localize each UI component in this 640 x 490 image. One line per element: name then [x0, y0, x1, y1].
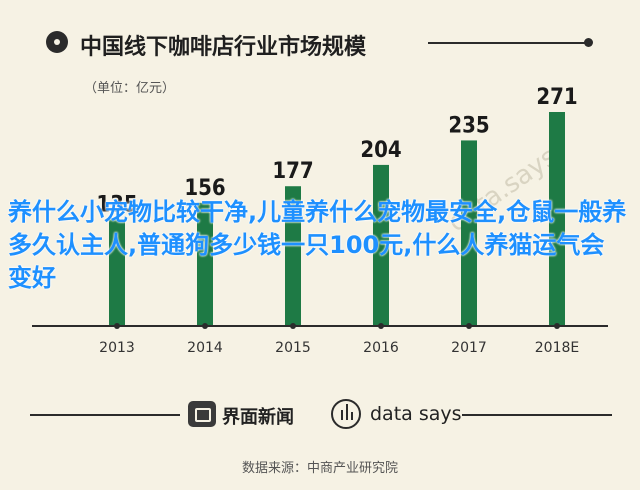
x-tick-label: 2013: [99, 340, 135, 356]
bar-value-label: 156: [184, 176, 225, 201]
chart-title: 中国线下咖啡店行业市场规模: [80, 35, 367, 60]
x-tick-label: 2016: [363, 340, 399, 356]
bar-value-label: 135: [96, 192, 137, 217]
x-tick-label: 2017: [451, 340, 487, 356]
x-tick-dot: [378, 323, 384, 329]
x-tick-dot: [290, 323, 296, 329]
x-tick-label: 2014: [187, 340, 223, 356]
overlay-text: 养什么小宠物比较干净,儿童养什么宠物最安全,仓鼠一般养多久认主人,普通狗多少钱一…: [8, 198, 627, 292]
title-bullet-icon: [46, 31, 68, 53]
footer: 界面新闻 data says 数据来源：中商产业研究院: [0, 395, 640, 490]
bar-2013: [109, 219, 125, 326]
title-rule-dot-icon: [584, 38, 593, 47]
bars-group: 135 156 177 204 235 271: [96, 85, 578, 326]
source-note: 数据来源：中商产业研究院: [241, 461, 398, 476]
header: 中国线下咖啡店行业市场规模: [0, 0, 640, 70]
bar-value-label: 235: [448, 113, 489, 138]
bar-value-label: 177: [272, 159, 313, 184]
bar-value-label: 204: [360, 138, 401, 163]
bar-2018E: [549, 112, 565, 326]
bar-2014: [197, 202, 213, 326]
bar-2015: [285, 186, 301, 326]
bar-2017: [461, 140, 477, 326]
footer-rule-left: [30, 414, 180, 416]
brand-data-says: data says: [370, 403, 462, 425]
title-rule: [428, 42, 586, 44]
jiemian-logo-icon: [188, 401, 216, 427]
x-tick-label: 2018E: [535, 340, 579, 356]
brand-jiemian: 界面新闻: [222, 407, 294, 428]
x-tick-dot: [114, 323, 120, 329]
x-tick-label: 2015: [275, 340, 311, 356]
x-tick-dot: [466, 323, 472, 329]
x-tick-dot: [202, 323, 208, 329]
x-ticks-group: 2013 2014 2015 2016 2017 2018E: [99, 323, 579, 356]
footer-rule-right: [462, 414, 612, 416]
bar-value-label: 271: [536, 85, 577, 110]
unit-label: （单位：亿元）: [84, 81, 176, 96]
data-says-logo-icon: [331, 399, 361, 429]
x-tick-dot: [554, 323, 560, 329]
bar-2016: [373, 164, 389, 326]
